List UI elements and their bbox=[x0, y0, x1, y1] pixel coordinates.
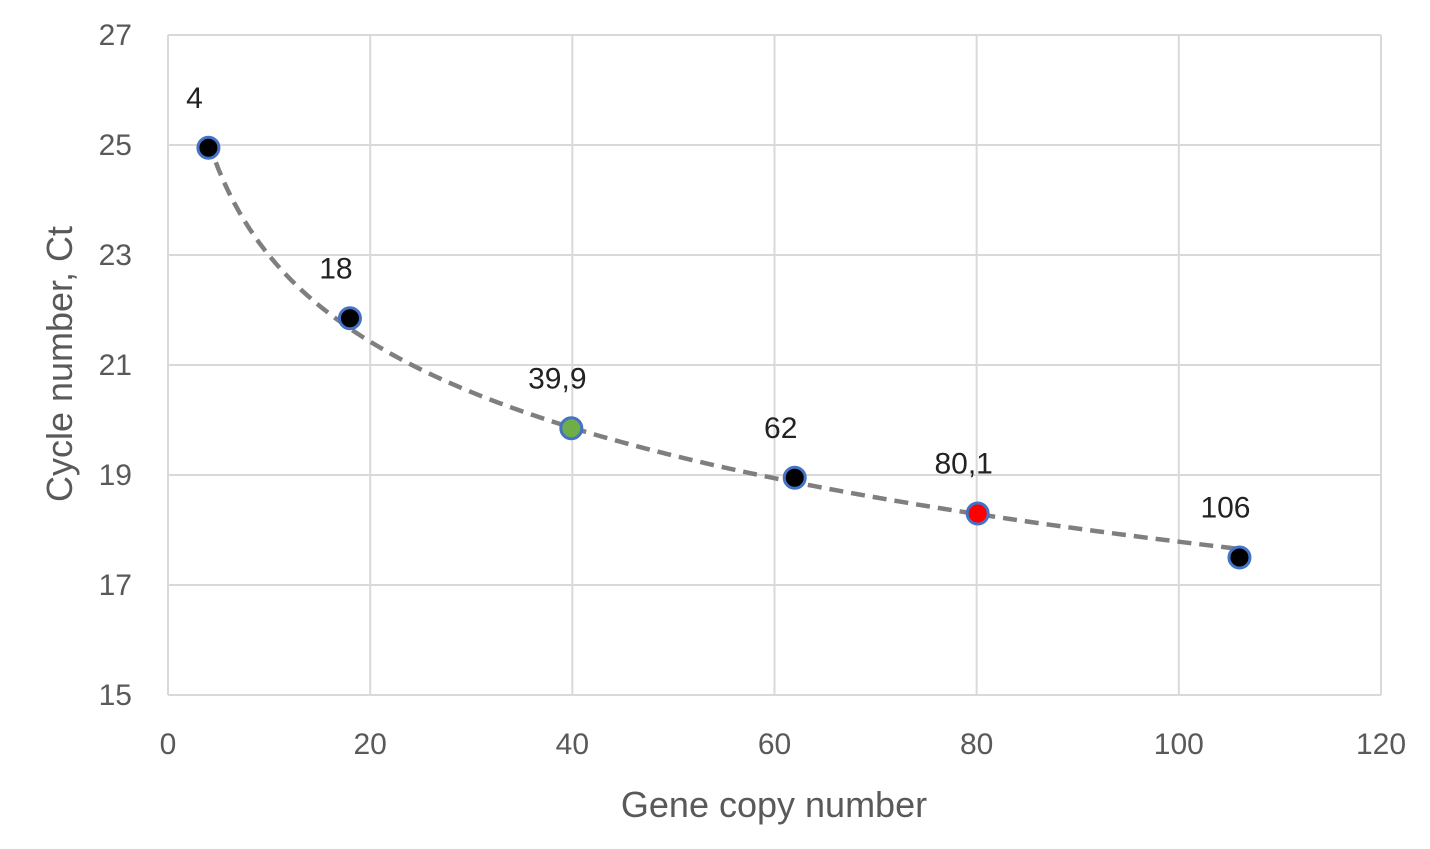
trendline bbox=[206, 140, 1240, 552]
data-point-1 bbox=[337, 306, 362, 331]
data-label-3: 62 bbox=[764, 412, 797, 445]
tick-labels: 0 20 40 60 80 100 120 15 17 19 21 23 25 27 bbox=[99, 19, 1406, 761]
y-tick-label-17: 17 bbox=[99, 569, 132, 602]
grid-lines bbox=[167, 34, 1382, 696]
x-tick-label-80: 80 bbox=[960, 728, 993, 761]
trendline-group bbox=[206, 140, 1240, 552]
data-label-2: 39,9 bbox=[528, 362, 586, 395]
data-point-3 bbox=[782, 465, 807, 490]
x-tick-label-20: 20 bbox=[353, 728, 386, 761]
data-point-5 bbox=[1227, 545, 1252, 570]
x-tick-label-100: 100 bbox=[1154, 728, 1204, 761]
y-tick-label-21: 21 bbox=[99, 349, 132, 382]
x-tick-label-120: 120 bbox=[1356, 728, 1406, 761]
x-axis-title: Gene copy number bbox=[621, 784, 927, 825]
y-tick-label-15: 15 bbox=[99, 679, 132, 712]
data-point-2 bbox=[559, 416, 584, 441]
x-tick-label-60: 60 bbox=[758, 728, 791, 761]
data-points bbox=[196, 135, 1252, 570]
y-tick-label-19: 19 bbox=[99, 459, 132, 492]
data-label-0: 4 bbox=[186, 82, 203, 115]
data-label-4: 80,1 bbox=[934, 448, 992, 481]
x-tick-label-0: 0 bbox=[160, 728, 177, 761]
y-tick-label-27: 27 bbox=[99, 19, 132, 52]
y-axis-title: Cycle number, Ct bbox=[39, 226, 80, 502]
data-point-0 bbox=[196, 135, 221, 160]
data-label-5: 106 bbox=[1200, 492, 1250, 525]
data-point-4 bbox=[965, 501, 990, 526]
data-label-1: 18 bbox=[319, 252, 352, 285]
data-labels: 4 18 39,9 62 80,1 106 bbox=[186, 82, 1250, 525]
y-tick-label-25: 25 bbox=[99, 129, 132, 162]
y-tick-label-23: 23 bbox=[99, 239, 132, 272]
x-tick-label-40: 40 bbox=[556, 728, 589, 761]
